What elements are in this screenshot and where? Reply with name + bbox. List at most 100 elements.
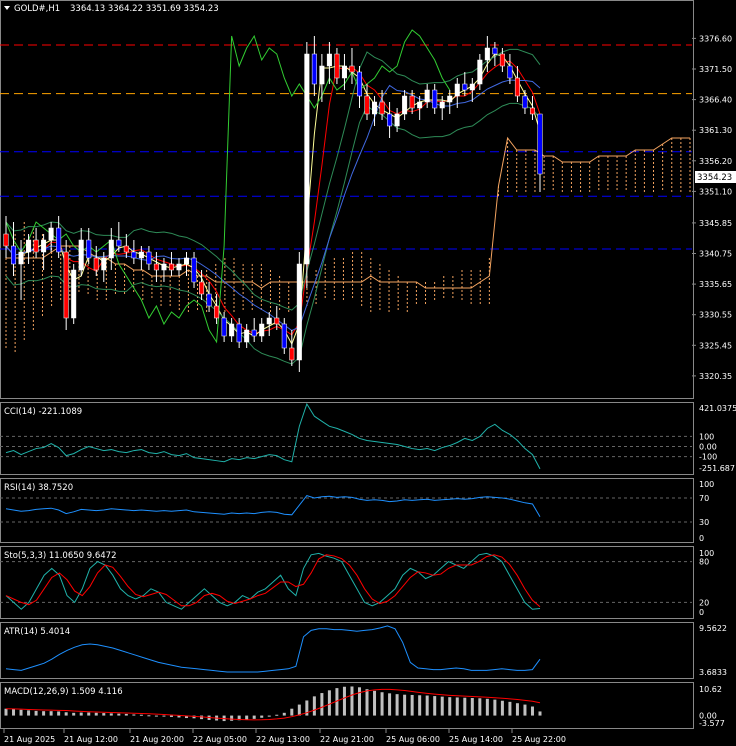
macd-histogram-bar-3 xyxy=(27,710,31,716)
candle-body-7 xyxy=(56,227,62,253)
stoch-axis-label: 20 xyxy=(699,598,709,607)
macd-histogram-bar-16 xyxy=(124,713,128,716)
candle-body-21 xyxy=(161,263,167,271)
candle-body-11 xyxy=(86,239,92,259)
ohlc-values: 3364.13 3364.22 3351.69 3354.23 xyxy=(70,4,219,14)
macd-histogram-bar-56 xyxy=(425,695,429,716)
rsi-line xyxy=(5,495,541,518)
atr-panel: ATR(14) 5.4014 xyxy=(4,625,541,673)
macd-histogram-bar-49 xyxy=(373,690,377,716)
rsi-title: RSI(14) 38.7520 xyxy=(4,483,73,493)
macd-histogram-bar-43 xyxy=(327,690,331,716)
candle-body-51 xyxy=(387,113,393,127)
envelope-lower-line xyxy=(5,102,541,365)
cci-axis-label: 100 xyxy=(699,432,714,441)
time-axis-label: 25 Aug 14:00 xyxy=(449,735,503,744)
price-axis-label: 3371.50 xyxy=(699,65,732,74)
cci-line xyxy=(5,402,541,470)
macd-histogram-bar-20 xyxy=(154,715,158,717)
candle-body-25 xyxy=(191,257,197,283)
candle-body-4 xyxy=(33,239,39,253)
macd-histogram-bar-22 xyxy=(169,715,173,717)
macd-histogram-bar-4 xyxy=(34,710,38,716)
macd-histogram-bar-6 xyxy=(49,711,53,716)
stoch-title: Sto(5,3,3) 11.0650 9.6472 xyxy=(4,551,116,561)
candle-body-16 xyxy=(123,245,129,253)
rsi-axis-label: 100 xyxy=(699,480,714,489)
macd-histogram-bar-59 xyxy=(448,697,452,716)
candle-body-30 xyxy=(229,323,235,337)
candle-body-63 xyxy=(477,59,483,85)
price-axis-label: 3361.30 xyxy=(699,126,732,135)
macd-histogram-bar-64 xyxy=(485,698,489,716)
stoch-axis-label: 80 xyxy=(699,558,709,567)
candle-body-50 xyxy=(379,101,385,115)
macd-histogram-bar-67 xyxy=(508,701,512,716)
candle-body-66 xyxy=(499,53,505,67)
candle-body-46 xyxy=(349,65,355,73)
macd-histogram-bar-38 xyxy=(290,708,294,716)
candle-body-9 xyxy=(71,269,77,319)
atr-axis-label: 9.5622 xyxy=(699,624,727,633)
macd-histogram-bar-19 xyxy=(147,715,151,717)
price-axis-label: 3345.85 xyxy=(699,219,732,228)
candle-body-32 xyxy=(244,329,250,343)
candle-body-5 xyxy=(41,239,47,253)
price-axis-label: 3351.10 xyxy=(699,187,732,196)
price-axis: 3376.60 3371.50 3366.40 3361.30 3356.20 3351.… xyxy=(692,34,732,381)
current-price-tag: 3354.23 xyxy=(695,171,736,183)
macd-histogram-bar-34 xyxy=(260,715,264,718)
candle-body-28 xyxy=(214,305,220,319)
price-axis-label: 3376.60 xyxy=(699,34,732,43)
candle-body-68 xyxy=(514,77,520,97)
price-axis-label: 3320.35 xyxy=(699,372,732,381)
candle-body-55 xyxy=(417,101,423,109)
macd-histogram-bar-14 xyxy=(109,713,113,716)
price-axis-label: 3366.40 xyxy=(699,96,732,105)
macd-histogram-bar-55 xyxy=(418,695,422,716)
time-axis-label: 22 Aug 13:00 xyxy=(256,735,310,744)
candle-body-6 xyxy=(48,227,54,241)
candle-body-52 xyxy=(394,113,400,127)
dropdown-arrow-icon[interactable] xyxy=(4,6,10,10)
candle-body-57 xyxy=(432,89,438,109)
candle-body-40 xyxy=(304,53,310,265)
macd-histogram-bar-37 xyxy=(282,712,286,716)
stoch-main-line xyxy=(5,552,541,610)
candle-body-15 xyxy=(116,239,122,247)
macd-histogram-bar-44 xyxy=(335,688,339,716)
candle-body-38 xyxy=(289,347,295,361)
price-axis-label: 3330.55 xyxy=(699,311,732,320)
candle-body-13 xyxy=(101,257,107,271)
macd-histogram-bar-33 xyxy=(252,715,256,719)
stochastic-panel: Sto(5,3,3) 11.0650 9.6472 xyxy=(0,551,692,610)
candle-body-14 xyxy=(108,239,114,259)
time-axis-label: 22 Aug 05:00 xyxy=(193,735,247,744)
candle-body-53 xyxy=(402,95,408,115)
price-axis-label: 3356.20 xyxy=(699,157,732,166)
candle-body-3 xyxy=(26,239,32,253)
candle-body-47 xyxy=(356,71,362,97)
macd-signal-line xyxy=(5,688,541,721)
candle-body-45 xyxy=(341,65,347,79)
macd-axis-label: 10.62 xyxy=(699,685,722,694)
cci-axis-label: -251.687 xyxy=(699,464,735,473)
macd-axis-label: 0.00 xyxy=(699,712,717,721)
candle-body-0 xyxy=(3,233,9,247)
candle-body-44 xyxy=(334,53,340,79)
atr-axis-label: 3.6833 xyxy=(699,668,727,677)
stoch-axis-label: 0 xyxy=(699,608,704,617)
macd-histogram-bar-42 xyxy=(320,693,324,716)
macd-histogram-bar-46 xyxy=(350,686,354,716)
macd-histogram-bar-60 xyxy=(455,697,459,716)
candle-body-26 xyxy=(199,281,205,295)
macd-axis-label: -3.577 xyxy=(699,719,725,728)
macd-histogram-bar-58 xyxy=(440,696,444,716)
macd-histogram-bar-1 xyxy=(12,708,16,716)
atr-title: ATR(14) 5.4014 xyxy=(4,627,70,637)
cci-axis-label: -100 xyxy=(699,453,717,462)
candle-body-23 xyxy=(176,263,182,271)
cci-axis-label: 0.00 xyxy=(699,443,717,452)
macd-histogram-bar-15 xyxy=(117,713,121,716)
